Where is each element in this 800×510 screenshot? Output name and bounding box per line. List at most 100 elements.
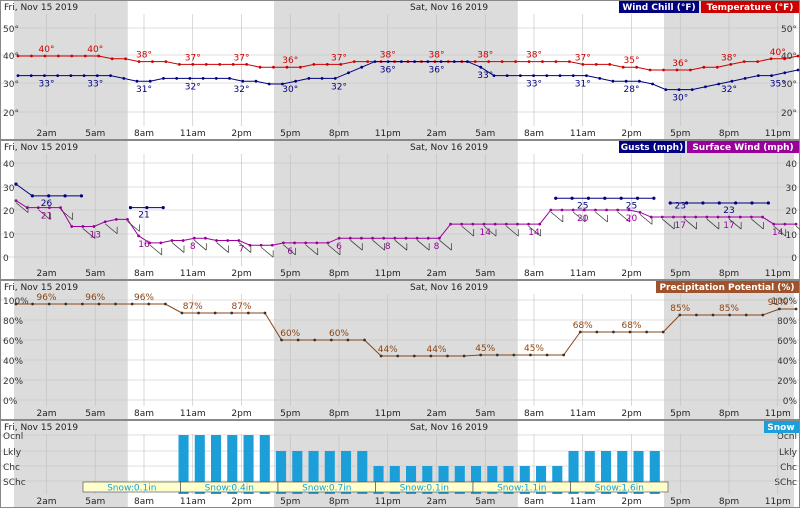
time-label: 8pm <box>719 129 739 139</box>
data-point <box>31 302 34 306</box>
time-label: 8am <box>524 497 544 507</box>
data-point <box>554 60 558 63</box>
wind-barb <box>439 239 452 251</box>
data-point <box>366 60 370 63</box>
time-label: 11am <box>570 129 596 139</box>
data-point <box>135 79 139 83</box>
data-label: 32° <box>185 82 201 92</box>
snow-bar <box>487 466 498 494</box>
data-point <box>145 206 149 210</box>
wind-barb <box>149 244 162 256</box>
data-label: 25 <box>577 201 588 211</box>
data-point <box>215 239 218 242</box>
data-point <box>92 225 96 228</box>
data-point <box>81 225 85 228</box>
wind-barb <box>773 225 786 237</box>
data-label: 16 <box>138 240 150 250</box>
data-point <box>307 77 311 80</box>
data-point <box>616 208 620 212</box>
legend-swatch <box>619 141 685 153</box>
wind-barb <box>60 209 73 220</box>
wind-barb <box>238 242 252 253</box>
time-label: 11pm <box>765 409 791 419</box>
data-point <box>137 60 141 63</box>
time-label: 5am <box>85 497 105 507</box>
time-label: 2am <box>36 409 56 419</box>
data-point <box>796 68 800 72</box>
time-label: 11am <box>570 409 596 419</box>
data-point <box>352 60 356 63</box>
data-point <box>571 74 575 77</box>
data-point <box>783 71 787 75</box>
y-tick-label-left: 10 <box>3 231 15 241</box>
data-point <box>449 222 452 226</box>
y-tick-label-left: 30° <box>3 80 19 90</box>
data-point <box>527 60 531 63</box>
data-label: 20 <box>577 214 589 224</box>
data-point <box>717 82 721 86</box>
y-tick-label-left: 20 <box>3 207 15 217</box>
time-label: 5am <box>85 129 105 139</box>
snow-bar <box>406 466 417 494</box>
data-point <box>326 241 330 245</box>
data-point <box>404 236 408 240</box>
data-point <box>558 74 562 77</box>
data-point <box>750 201 754 205</box>
time-label: 8am <box>134 269 154 279</box>
y-tick-label-left: 60% <box>3 337 23 347</box>
data-point <box>293 241 296 245</box>
y-tick-label-left: 50° <box>3 25 19 35</box>
data-label: 28° <box>624 85 640 95</box>
data-point <box>554 196 558 200</box>
data-label: 36° <box>429 66 445 76</box>
data-point <box>294 79 298 83</box>
snow-amount-label: Snow:0.1in <box>107 484 156 494</box>
data-point <box>635 65 639 69</box>
snow-amount-label: Snow:1.1in <box>497 484 546 494</box>
data-point <box>315 241 319 245</box>
wind-barb <box>104 223 118 235</box>
y-tick-label-right: Ocnl <box>777 432 797 442</box>
data-point <box>611 79 615 83</box>
data-point <box>254 79 258 83</box>
time-label: 8am <box>524 129 544 139</box>
data-point <box>581 63 585 66</box>
snow-bar <box>373 466 384 494</box>
data-point <box>518 74 522 77</box>
data-point <box>594 63 598 66</box>
legend-swatch <box>656 281 799 293</box>
data-point <box>382 236 386 240</box>
wind-barb <box>550 211 564 223</box>
snow-bar <box>617 451 628 494</box>
data-point <box>48 206 51 210</box>
data-point <box>161 206 165 210</box>
data-point <box>83 54 87 58</box>
time-label: 8pm <box>329 269 349 279</box>
data-point <box>124 57 127 61</box>
y-tick-label-left: 20° <box>3 109 19 119</box>
data-point <box>493 222 497 226</box>
time-label: 5pm <box>670 129 690 139</box>
time-label: 11pm <box>375 409 401 419</box>
data-point <box>621 65 625 69</box>
y-tick-label-left: 40% <box>3 357 23 367</box>
data-label: 45% <box>524 344 544 354</box>
time-label: 2am <box>426 269 446 279</box>
time-label: 2pm <box>621 269 641 279</box>
data-point <box>192 236 196 240</box>
date-label: Sat, Nov 16 2019 <box>410 423 488 433</box>
snow-bar <box>276 451 287 494</box>
data-point <box>730 79 734 83</box>
wind-barb <box>305 244 318 256</box>
data-point <box>14 302 18 306</box>
data-point <box>130 302 134 306</box>
time-label: 8pm <box>719 269 739 279</box>
data-point <box>30 54 33 58</box>
wind-barb <box>728 218 742 230</box>
data-point <box>147 302 151 306</box>
data-point <box>272 65 275 69</box>
data-point <box>549 208 553 212</box>
data-point <box>638 210 642 214</box>
data-point <box>728 313 732 317</box>
data-label: 30° <box>282 85 298 95</box>
